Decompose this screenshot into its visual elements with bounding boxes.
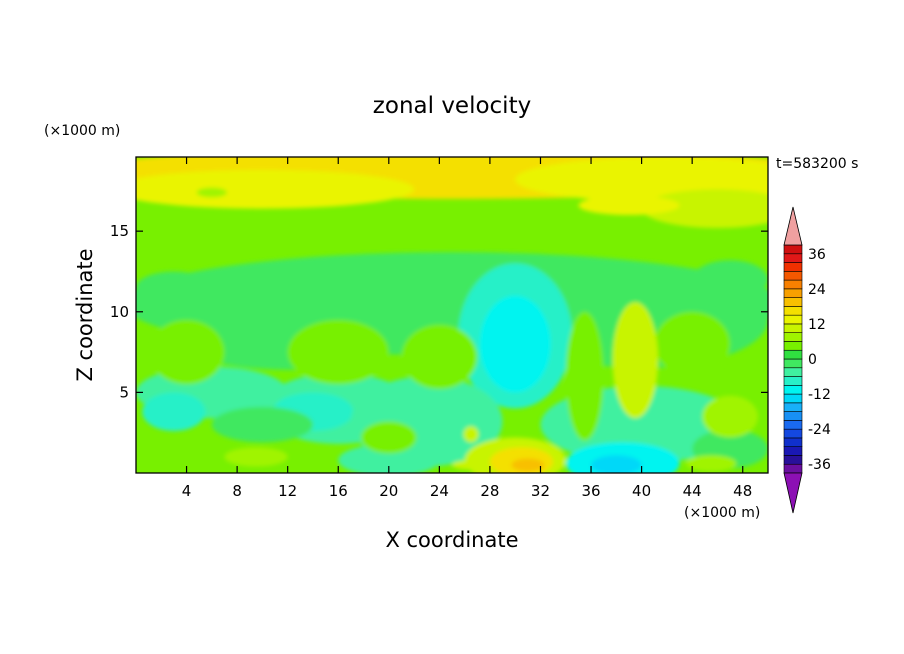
field-region xyxy=(565,311,604,441)
field-region xyxy=(360,421,417,454)
x-unit-label: (×1000 m) xyxy=(684,505,760,521)
x-tick-label: 4 xyxy=(182,482,192,500)
colorbar-tick-label: 0 xyxy=(808,352,817,368)
x-tick-label: 16 xyxy=(329,482,348,500)
colorbar-swatch xyxy=(783,297,803,307)
colorbar-swatch xyxy=(783,314,803,325)
x-axis: 4 8 12 16 20 24 28 32 36 40 44 48 xyxy=(182,157,752,500)
colorbar-swatch xyxy=(783,376,803,386)
colorbar-tick-label: 36 xyxy=(808,247,826,263)
colorbar-swatch xyxy=(783,411,803,421)
colorbar-swatch xyxy=(783,402,803,412)
x-tick-label: 24 xyxy=(430,482,449,500)
colorbar-swatch xyxy=(783,393,803,404)
x-tick-label: 28 xyxy=(480,482,499,500)
colorbar-swatch xyxy=(783,288,803,298)
colorbar-swatch xyxy=(783,420,803,430)
x-axis-label: X coordinate xyxy=(385,528,518,552)
x-tick-label: 48 xyxy=(733,482,752,500)
colorbar: -36 -24 -12 0 12 24 36 xyxy=(783,206,831,514)
x-tick-label: 12 xyxy=(278,482,297,500)
colorbar-swatch xyxy=(783,262,803,272)
field-region xyxy=(136,271,212,304)
colorbar-tick-label: -24 xyxy=(808,422,831,438)
y-unit-label: (×1000 m) xyxy=(44,123,120,139)
colorbar-tick-label: 24 xyxy=(808,282,826,298)
time-label: t=583200 s xyxy=(776,156,858,172)
colorbar-tick-label: 12 xyxy=(808,317,826,333)
y-axis: 5 10 15 xyxy=(110,222,768,401)
field-region xyxy=(654,311,731,377)
field-region xyxy=(338,443,440,473)
colorbar-swatch xyxy=(783,358,803,369)
field-region xyxy=(511,458,545,472)
chart-title: zonal velocity xyxy=(373,93,531,119)
x-tick-label: 44 xyxy=(683,482,702,500)
field-region xyxy=(142,392,206,432)
y-tick-label: 10 xyxy=(110,303,129,321)
colorbar-swatch xyxy=(783,385,803,395)
field-region xyxy=(702,395,758,438)
colorbar-swatch xyxy=(783,428,803,439)
colorbar-swatch xyxy=(783,437,803,447)
x-tick-label: 40 xyxy=(632,482,651,500)
y-tick-label: 5 xyxy=(119,383,129,401)
field-region xyxy=(479,295,551,393)
field-region xyxy=(211,406,313,443)
field-region xyxy=(224,447,288,467)
field-region xyxy=(287,319,389,385)
field-region xyxy=(196,187,228,198)
colorbar-swatch xyxy=(783,463,803,474)
colorbar-tick-label: -12 xyxy=(808,387,831,403)
y-tick-label: 15 xyxy=(110,222,129,240)
field-region xyxy=(692,260,768,299)
x-tick-label: 20 xyxy=(379,482,398,500)
plot-frame xyxy=(135,156,769,474)
colorbar-swatch xyxy=(783,446,803,456)
colorbar-under-arrow xyxy=(783,472,803,514)
plot-area xyxy=(136,157,768,473)
x-tick-label: 32 xyxy=(531,482,550,500)
field-region xyxy=(685,455,737,472)
colorbar-swatch xyxy=(783,367,803,377)
colorbar-swatch xyxy=(783,253,803,263)
field-region xyxy=(641,189,768,228)
field-region xyxy=(136,169,415,209)
field-region xyxy=(612,302,659,419)
colorbar-swatch xyxy=(783,349,803,360)
colorbar-swatch xyxy=(783,244,803,255)
colorbar-tick-label: -36 xyxy=(808,457,831,473)
field-region xyxy=(463,426,479,443)
colorbar-swatch xyxy=(783,306,803,316)
field-region xyxy=(401,324,478,390)
field-region xyxy=(591,455,642,473)
x-tick-label: 8 xyxy=(232,482,242,500)
colorbar-swatch xyxy=(783,323,803,333)
colorbar-swatch xyxy=(783,455,803,465)
colorbar-over-arrow xyxy=(783,206,803,246)
colorbar-swatch xyxy=(783,279,803,290)
x-tick-label: 36 xyxy=(581,482,600,500)
y-axis-label: Z coordinate xyxy=(73,248,97,381)
colorbar-swatch xyxy=(783,271,803,281)
velocity-field xyxy=(136,157,768,473)
field-region xyxy=(578,195,680,216)
field-region xyxy=(148,319,225,385)
colorbar-swatch xyxy=(783,341,803,351)
colorbar-swatch xyxy=(783,332,803,342)
